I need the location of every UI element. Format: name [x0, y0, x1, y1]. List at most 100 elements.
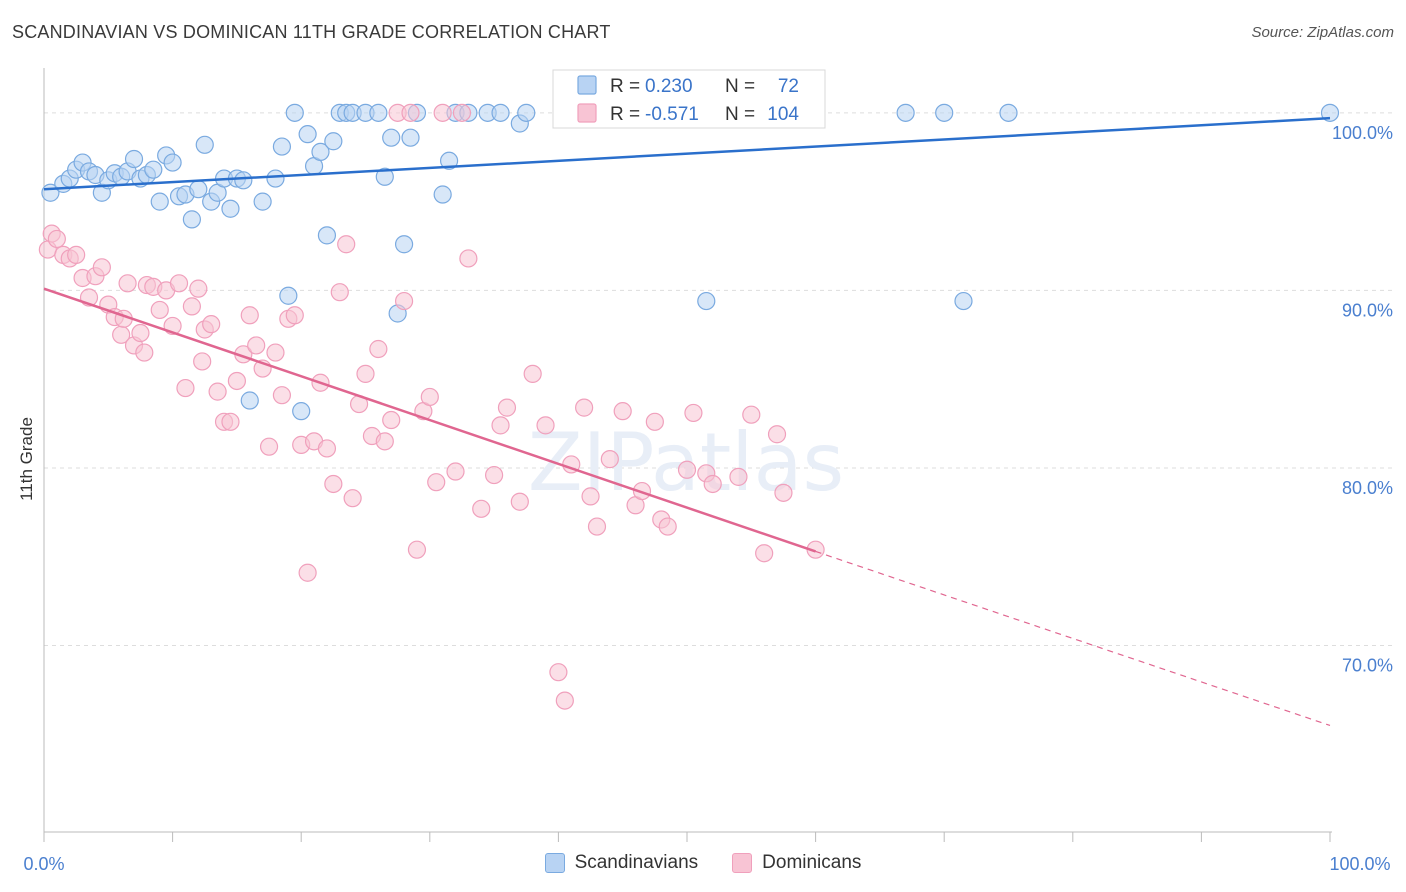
- scandinavian-point: [375, 167, 394, 186]
- dominican-point: [221, 412, 240, 431]
- dominican-point: [485, 465, 504, 485]
- dominican-point: [189, 279, 208, 298]
- dominican-point: [176, 378, 195, 398]
- dominican-point: [497, 398, 517, 417]
- dominican-point: [337, 235, 356, 254]
- stats-n-label-scandinavian: N =: [725, 76, 755, 97]
- stats-box-frame: [552, 69, 826, 129]
- scandinavian-point: [279, 286, 298, 305]
- dominican-point: [343, 489, 362, 508]
- scandinavian-point: [182, 210, 201, 229]
- dominican-point: [600, 450, 619, 469]
- legend: Scandinavians Dominicans: [0, 852, 1406, 874]
- dominican-point: [407, 540, 427, 559]
- scandinavian-point: [253, 192, 272, 211]
- dominican-point: [193, 352, 212, 371]
- dominican-point: [47, 229, 66, 249]
- dominican-point: [356, 364, 375, 383]
- dominican-point: [272, 386, 292, 405]
- scandinavian-point: [401, 128, 420, 147]
- dominican-point: [317, 439, 337, 458]
- x-tick-label-start: 0.0%: [23, 854, 64, 874]
- dominican-point: [369, 339, 388, 359]
- dominican-point: [285, 306, 304, 325]
- scandinavian-point: [272, 137, 292, 156]
- scandinavian-point: [144, 160, 163, 179]
- scandinavian-point: [394, 235, 414, 254]
- scandinavian-trend-line: [43, 116, 1331, 191]
- dominican-point: [677, 460, 697, 479]
- dominican-point: [324, 474, 343, 494]
- scandinavian-point: [317, 226, 337, 245]
- dominican-point: [658, 517, 677, 536]
- dominican-point: [581, 487, 600, 506]
- data-points: [38, 103, 1340, 710]
- dominican-point: [247, 336, 266, 355]
- dominican-point: [523, 364, 542, 383]
- dominican-point: [208, 382, 227, 401]
- legend-label-dominicans: Dominicans: [762, 852, 862, 873]
- dominican-point: [135, 343, 154, 362]
- gridlines: [44, 112, 1392, 647]
- dominican-point: [259, 437, 279, 456]
- stats-r-value-dominican: -0.571: [645, 104, 699, 125]
- dominican-point: [433, 103, 452, 122]
- stats-swatch-scandinavian: [577, 75, 597, 95]
- dominican-point: [92, 258, 111, 277]
- stats-r-label-dominican: R =: [610, 104, 640, 125]
- scandinavian-point: [285, 103, 304, 122]
- scandinavian-point: [234, 171, 253, 190]
- scandinavian-point: [266, 169, 285, 188]
- legend-item-scandinavians[interactable]: Scandinavians: [544, 852, 698, 874]
- dominican-point: [703, 474, 722, 494]
- dominican-point: [394, 291, 414, 311]
- dominican-point: [202, 315, 221, 334]
- scandinavian-point: [292, 402, 311, 421]
- stats-n-value-dominican: 104: [767, 104, 799, 125]
- dominican-point: [266, 343, 285, 362]
- legend-item-dominicans[interactable]: Dominicans: [732, 852, 861, 874]
- stats-n-value-scandinavian: 72: [778, 76, 799, 97]
- tick-labels: 100.0% 90.0% 80.0% 70.0% 0.0% 100.0%: [23, 123, 1393, 874]
- scandinavian-point: [195, 135, 214, 154]
- scandinavian-point: [240, 391, 259, 410]
- dominican-point: [684, 403, 703, 423]
- scandinavian-point: [382, 128, 401, 147]
- scandinavian-point: [189, 180, 208, 199]
- dominican-point: [459, 249, 478, 268]
- scandinavian-point: [954, 291, 973, 311]
- dominican-point: [587, 517, 607, 536]
- scandinavian-point: [517, 103, 536, 122]
- dominican-point: [613, 402, 632, 421]
- dominican-point: [298, 563, 317, 582]
- scandinavian-point: [369, 103, 388, 122]
- dominican-point: [427, 473, 446, 492]
- stats-r-value-scandinavian: 0.230: [645, 76, 693, 97]
- scandinavian-point: [439, 151, 459, 170]
- y-tick-label: 70.0%: [1342, 656, 1393, 676]
- dominican-point: [729, 467, 748, 486]
- scandinavian-point: [999, 103, 1018, 122]
- stats-legend-box: R = 0.230 N = 72 R = -0.571 N = 104: [552, 69, 826, 129]
- dominican-point: [755, 544, 774, 563]
- x-tick-label-end: 100.0%: [1329, 854, 1390, 874]
- scandinavian-point: [896, 103, 915, 122]
- dominican-point: [118, 274, 137, 293]
- scandinavian-point: [124, 149, 144, 169]
- legend-swatch-scandinavians: [544, 853, 565, 873]
- dominican-point: [375, 432, 394, 451]
- legend-swatch-dominicans: [732, 853, 753, 873]
- dominican-point: [575, 398, 594, 417]
- scandinavian-point: [163, 153, 182, 172]
- dominican-point: [227, 371, 246, 391]
- stats-r-label-scandinavian: R =: [610, 76, 640, 97]
- dominican-point: [555, 691, 574, 710]
- dominican-point: [774, 483, 793, 502]
- dominican-point: [150, 300, 169, 320]
- scandinavian-point: [1320, 103, 1340, 122]
- dominican-point: [446, 462, 465, 481]
- dominican-point: [510, 492, 529, 511]
- dominican-point: [742, 405, 761, 424]
- scandinavian-point: [433, 185, 452, 204]
